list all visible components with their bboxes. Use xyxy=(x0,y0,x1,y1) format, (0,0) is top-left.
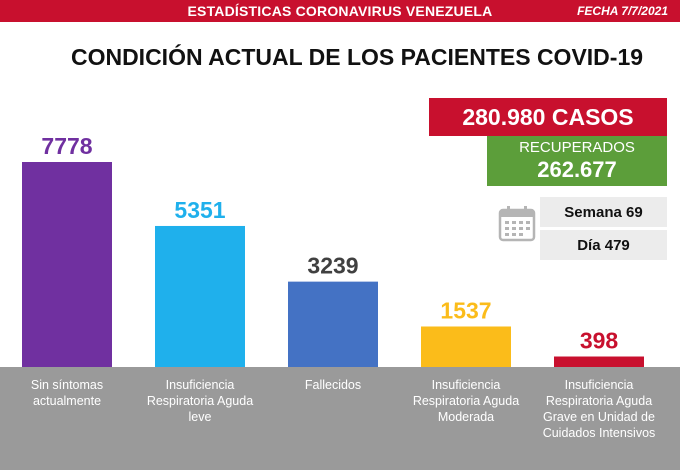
chart-title: CONDICIÓN ACTUAL DE LOS PACIENTES COVID-… xyxy=(70,44,644,70)
category-label-2: Insuficiencia Respiratoria Aguda leve xyxy=(146,378,254,424)
bar-value-label-2: 5351 xyxy=(174,197,225,223)
category-label-1: Sin síntomas actualmente xyxy=(30,378,104,408)
recovered-value: 262.677 xyxy=(537,157,617,182)
recovered-label: RECUPERADOS xyxy=(519,139,635,156)
bar-1 xyxy=(22,162,112,367)
day-box: Día 479 xyxy=(540,230,667,260)
header-bar: ESTADÍSTICAS CORONAVIRUS VENEZUELA FECHA… xyxy=(0,0,680,22)
header-title: ESTADÍSTICAS CORONAVIRUS VENEZUELA xyxy=(187,3,493,19)
bar-5 xyxy=(554,356,644,367)
category-label-3: Fallecidos xyxy=(304,378,362,392)
recovered-box: RECUPERADOS 262.677 xyxy=(487,136,667,186)
bar-4 xyxy=(421,326,511,367)
category-label-5: Insuficiencia Respiratoria Aguda Grave e… xyxy=(542,378,656,440)
total-cases-box: 280.980 CASOS xyxy=(429,98,667,136)
bar-value-label-3: 3239 xyxy=(307,253,358,279)
calendar-icon xyxy=(498,204,538,249)
bar-3 xyxy=(288,281,378,367)
bar-value-label-1: 7778 xyxy=(41,133,92,159)
category-label-4: Insuficiencia Respiratoria Aguda Moderad… xyxy=(412,378,520,424)
bar-value-label-5: 398 xyxy=(580,328,619,354)
bar-value-label-4: 1537 xyxy=(440,297,491,323)
category-axis-band xyxy=(0,367,680,470)
week-box: Semana 69 xyxy=(540,197,667,227)
bar-2 xyxy=(155,225,245,367)
header-date: FECHA 7/7/2021 xyxy=(577,4,668,18)
